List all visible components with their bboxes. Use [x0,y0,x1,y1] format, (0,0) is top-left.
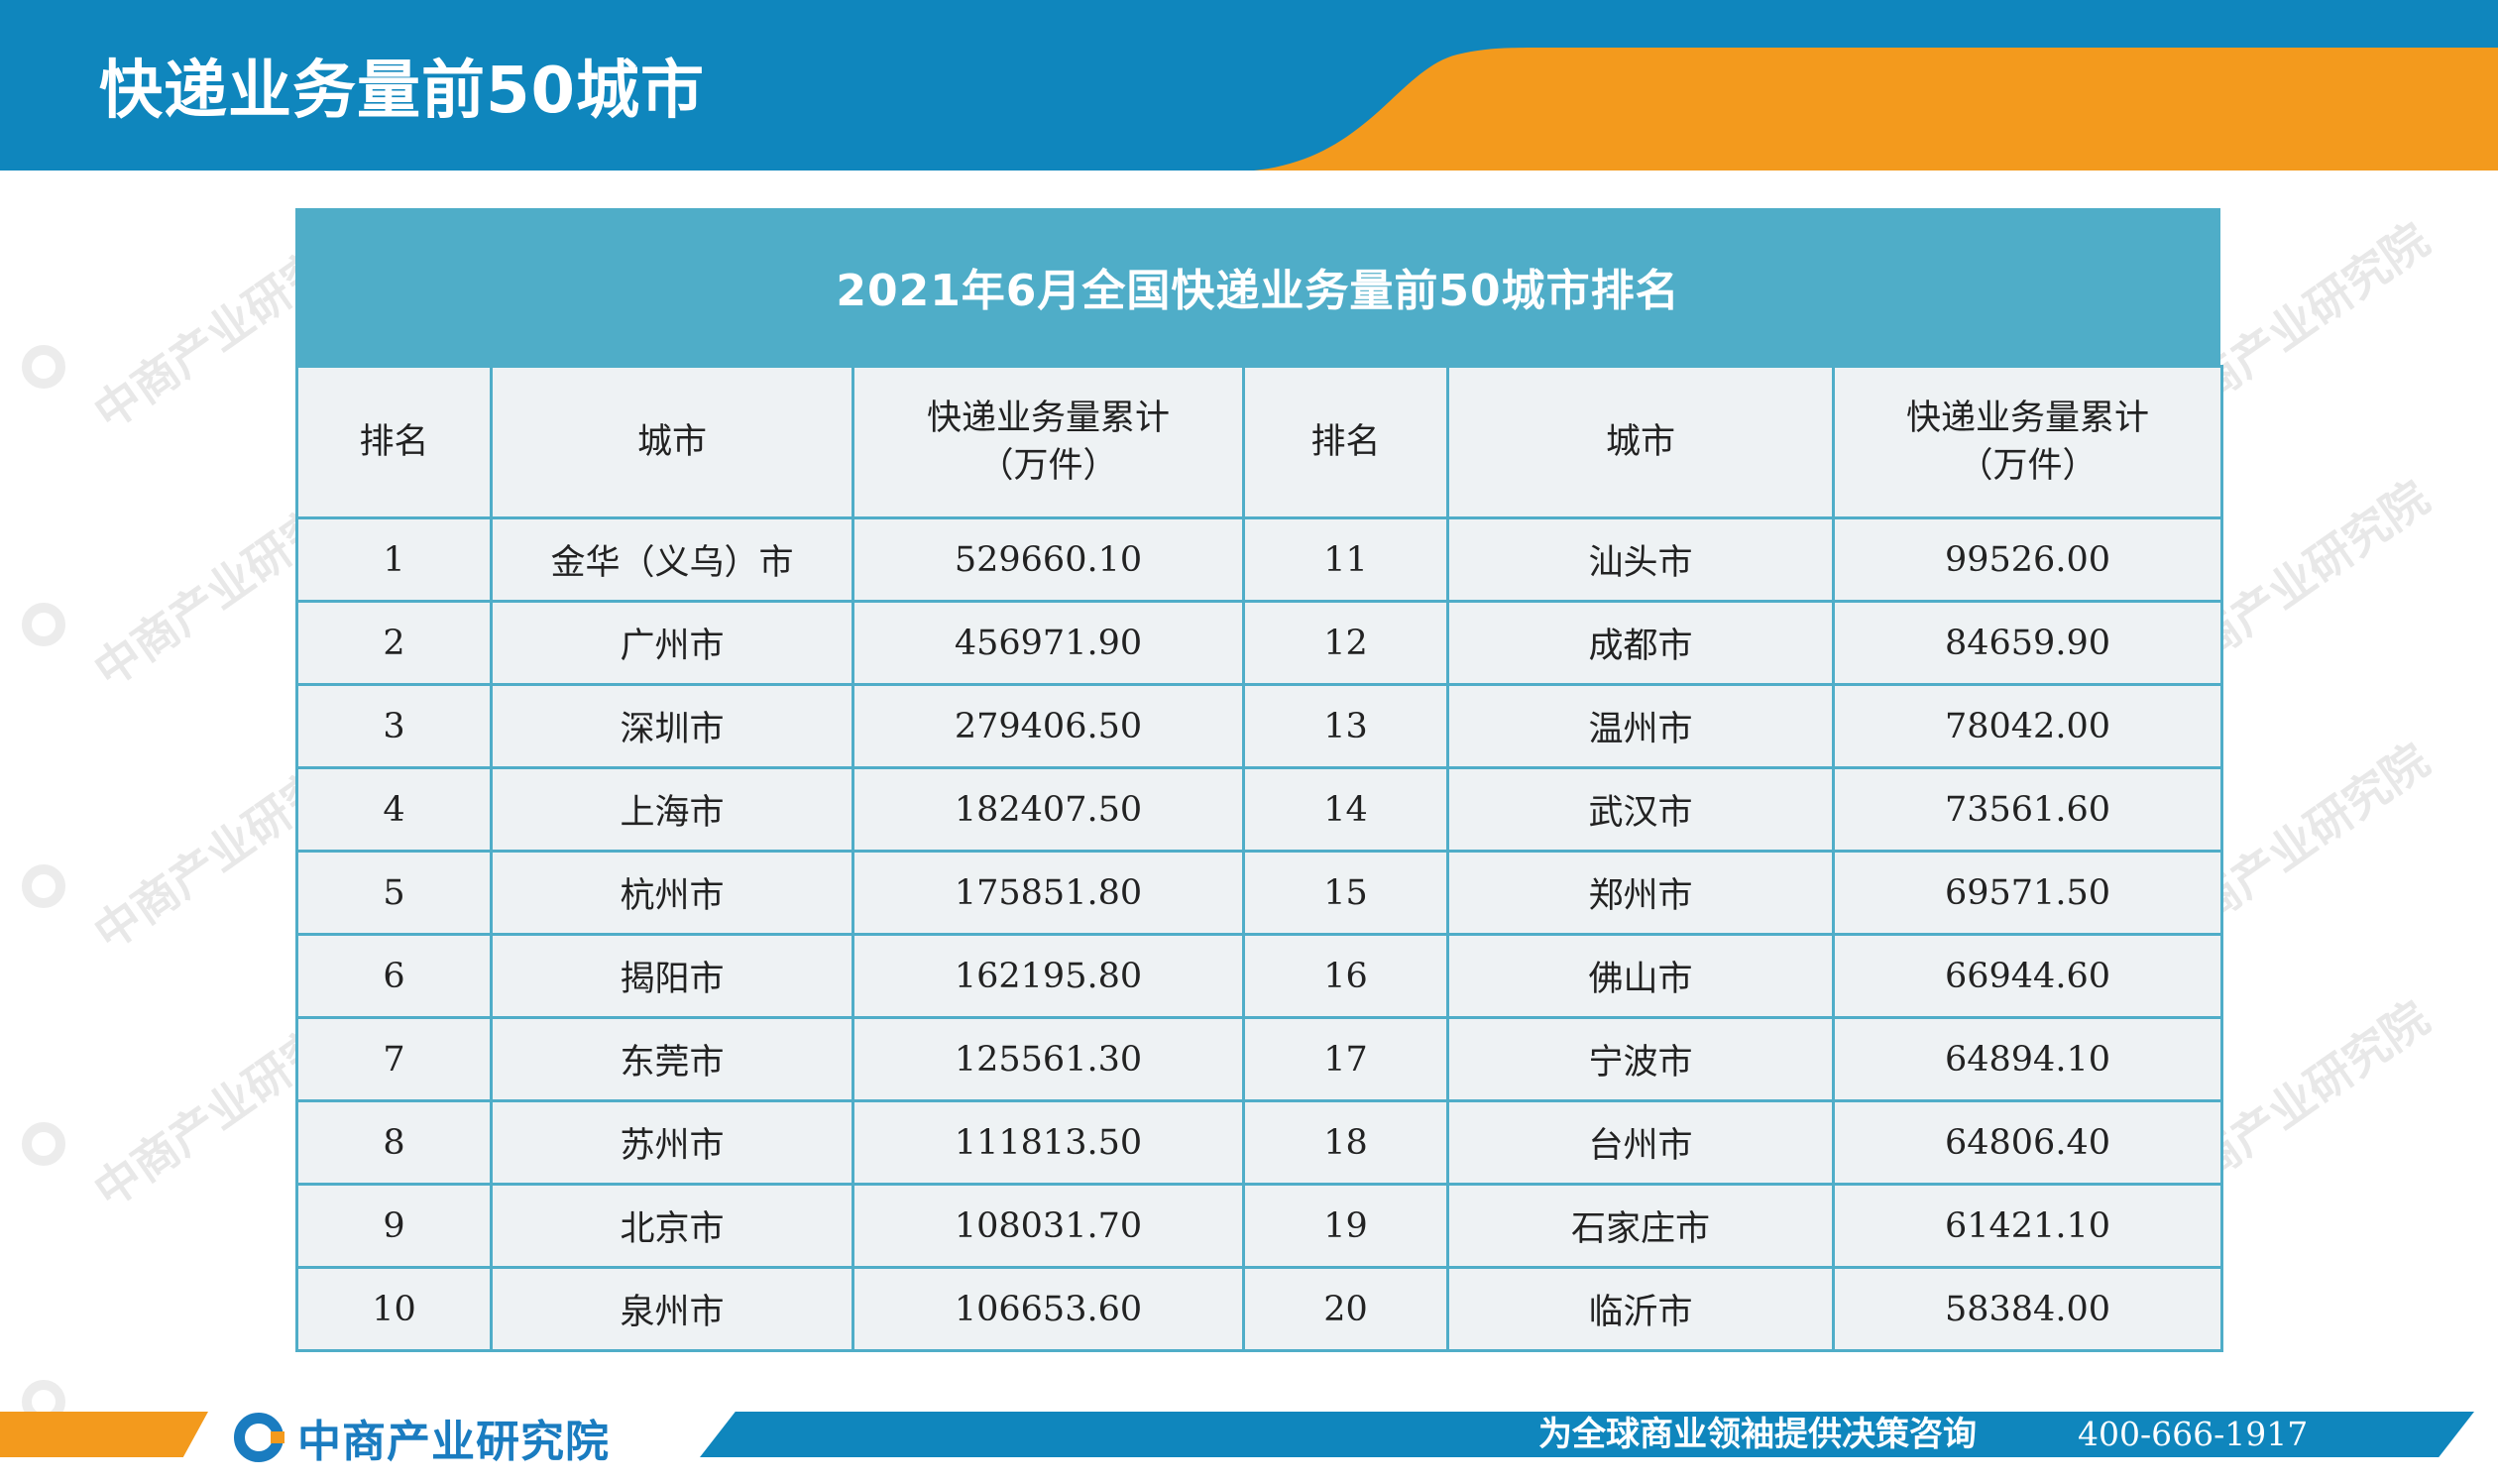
column-header-volume-unit: （万件） [978,446,1118,486]
rank-cell: 11 [1242,516,1449,603]
table-row: 1 金华（义乌）市 529660.10 11 汕头市 99526.00 [295,516,2223,603]
footer-orange-stripe [0,1412,208,1457]
table-row: 10 泉州市 106653.60 20 临沂市 58384.00 [295,1266,2223,1352]
column-header-rank: 排名 [295,365,493,519]
column-header-city: 城市 [490,365,854,519]
footer-phone: 400-666-1917 [2078,1415,2309,1453]
rank-cell: 15 [1242,850,1449,936]
rank-cell: 17 [1242,1016,1449,1102]
ranking-table: 排名 城市 快递业务量累计 （万件） 排名 城市 快递业务量累计 （万件） 1 … [295,365,2223,1352]
volume-cell: 58384.00 [1832,1266,2223,1352]
volume-cell: 529660.10 [852,516,1245,603]
city-cell: 台州市 [1446,1099,1835,1186]
rank-cell: 10 [295,1266,493,1352]
volume-cell: 69571.50 [1832,850,2223,936]
volume-cell: 106653.60 [852,1266,1245,1352]
rank-cell: 7 [295,1016,493,1102]
watermark-logo-icon [22,345,65,389]
watermark-logo-icon [22,864,65,908]
column-header-volume-unit: （万件） [1958,446,2098,486]
header-orange-swoosh [1254,48,2498,171]
city-cell: 汕头市 [1446,516,1835,603]
volume-cell: 279406.50 [852,683,1245,769]
rank-cell: 5 [295,850,493,936]
rank-cell: 2 [295,600,493,686]
city-cell: 佛山市 [1446,933,1835,1019]
watermark-logo-icon [22,603,65,646]
column-header-volume-line1: 快递业务量累计 [926,399,1170,438]
volume-cell: 111813.50 [852,1099,1245,1186]
volume-cell: 175851.80 [852,850,1245,936]
footer-logo: 中商产业研究院 [234,1406,610,1469]
volume-cell: 64806.40 [1832,1099,2223,1186]
city-cell: 揭阳市 [490,933,854,1019]
city-cell: 东莞市 [490,1016,854,1102]
city-cell: 杭州市 [490,850,854,936]
column-header-city: 城市 [1446,365,1835,519]
rank-cell: 18 [1242,1099,1449,1186]
column-header-rank: 排名 [1242,365,1449,519]
volume-cell: 61421.10 [1832,1183,2223,1269]
volume-cell: 125561.30 [852,1016,1245,1102]
city-cell: 上海市 [490,766,854,853]
volume-cell: 64894.10 [1832,1016,2223,1102]
volume-cell: 99526.00 [1832,516,2223,603]
table-header-row: 排名 城市 快递业务量累计 （万件） 排名 城市 快递业务量累计 （万件） [295,365,2223,519]
city-cell: 北京市 [490,1183,854,1269]
rank-cell: 13 [1242,683,1449,769]
city-cell: 郑州市 [1446,850,1835,936]
city-cell: 成都市 [1446,600,1835,686]
footer-blue-bar [700,1412,2474,1457]
company-logo-icon [234,1413,284,1462]
volume-cell: 108031.70 [852,1183,1245,1269]
volume-cell: 162195.80 [852,933,1245,1019]
table-row: 9 北京市 108031.70 19 石家庄市 61421.10 [295,1183,2223,1269]
volume-cell: 182407.50 [852,766,1245,853]
city-cell: 苏州市 [490,1099,854,1186]
table-title: 2021年6月全国快递业务量前50城市排名 [295,208,2220,365]
volume-cell: 78042.00 [1832,683,2223,769]
rank-cell: 16 [1242,933,1449,1019]
rank-cell: 6 [295,933,493,1019]
volume-cell: 66944.60 [1832,933,2223,1019]
table-row: 8 苏州市 111813.50 18 台州市 64806.40 [295,1099,2223,1186]
ranking-table-container: 2021年6月全国快递业务量前50城市排名 排名 城市 快递业务量累计 （万件）… [295,208,2223,1352]
city-cell: 石家庄市 [1446,1183,1835,1269]
table-row: 4 上海市 182407.50 14 武汉市 73561.60 [295,766,2223,853]
page-title: 快递业务量前50城市 [99,55,706,128]
table-row: 2 广州市 456971.90 12 成都市 84659.90 [295,600,2223,686]
footer-slogan: 为全球商业领袖提供决策咨询 [1538,1415,1977,1454]
rank-cell: 4 [295,766,493,853]
table-row: 7 东莞市 125561.30 17 宁波市 64894.10 [295,1016,2223,1102]
watermark-logo-icon [22,1122,65,1166]
volume-cell: 84659.90 [1832,600,2223,686]
column-header-volume: 快递业务量累计 （万件） [852,365,1245,519]
city-cell: 深圳市 [490,683,854,769]
rank-cell: 20 [1242,1266,1449,1352]
city-cell: 泉州市 [490,1266,854,1352]
volume-cell: 73561.60 [1832,766,2223,853]
city-cell: 临沂市 [1446,1266,1835,1352]
city-cell: 武汉市 [1446,766,1835,853]
rank-cell: 19 [1242,1183,1449,1269]
city-cell: 温州市 [1446,683,1835,769]
rank-cell: 1 [295,516,493,603]
company-logo-text: 中商产业研究院 [297,1417,610,1467]
table-row: 5 杭州市 175851.80 15 郑州市 69571.50 [295,850,2223,936]
volume-cell: 456971.90 [852,600,1245,686]
rank-cell: 8 [295,1099,493,1186]
table-row: 6 揭阳市 162195.80 16 佛山市 66944.60 [295,933,2223,1019]
table-row: 3 深圳市 279406.50 13 温州市 78042.00 [295,683,2223,769]
column-header-volume: 快递业务量累计 （万件） [1832,365,2223,519]
rank-cell: 14 [1242,766,1449,853]
city-cell: 广州市 [490,600,854,686]
column-header-volume-line1: 快递业务量累计 [1905,399,2149,438]
rank-cell: 3 [295,683,493,769]
city-cell: 宁波市 [1446,1016,1835,1102]
rank-cell: 12 [1242,600,1449,686]
city-cell: 金华（义乌）市 [490,516,854,603]
rank-cell: 9 [295,1183,493,1269]
